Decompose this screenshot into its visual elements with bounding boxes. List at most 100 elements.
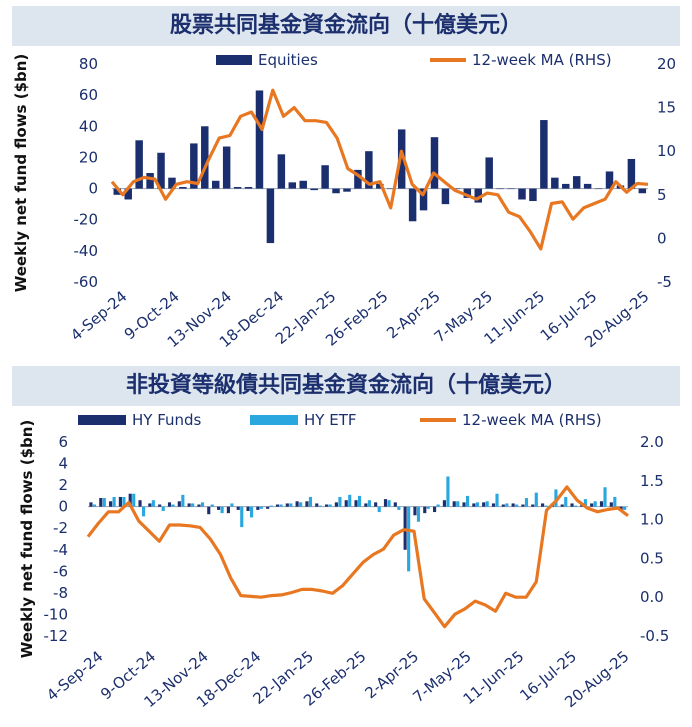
bar-equities-11 [233, 187, 242, 189]
bar-equities-37 [518, 188, 526, 200]
bar-equities-0 [113, 188, 122, 195]
bar-equities-29 [430, 137, 439, 189]
bar-equities-26 [397, 129, 406, 189]
bar-hy-etf-24 [328, 504, 332, 507]
bar-hy-funds-39 [472, 503, 476, 507]
bar-equities-33 [474, 188, 482, 203]
y-tick-label: -2 [53, 519, 68, 537]
bar-equities-22 [354, 169, 362, 189]
bar-hy-funds-49 [570, 503, 574, 507]
bar-hy-funds-18 [266, 506, 270, 509]
bar-hy-funds-12 [207, 506, 211, 515]
bar-equities-21 [343, 188, 351, 192]
y-tick-label: 4 [58, 455, 68, 473]
y-tick-label: -6 [53, 562, 68, 580]
bar-hy-etf-0 [92, 504, 97, 507]
equity-flows-chart: 80 60 40 20 0 -20 -40 -60 20 15 10 5 0 -5 Weekly net f… [12, 51, 676, 351]
y2-tick-label: 0 [657, 229, 667, 247]
bar-equities-23 [365, 151, 373, 189]
bar-hy-etf-51 [593, 501, 597, 507]
bar-hy-etf-4 [132, 493, 136, 507]
bar-equities-7 [190, 143, 198, 189]
bar-hy-etf-37 [456, 501, 460, 507]
bar-hy-funds-7 [158, 504, 162, 507]
bar-hy-funds-38 [462, 502, 466, 507]
y2-tick-label: 15 [657, 99, 676, 117]
bar-hy-funds-54 [619, 506, 623, 510]
bar-hy-etf-11 [200, 502, 205, 507]
y-tick-label: -10 [44, 605, 69, 623]
bar-equities-36 [507, 188, 515, 190]
x-tick-label: 4-Sep-24 [43, 647, 106, 704]
bar-equities-34 [485, 157, 493, 189]
bar-equities-1 [124, 188, 132, 200]
bar-hy-etf-36 [446, 476, 450, 507]
y2-tick-label: 1.5 [640, 472, 664, 490]
bar-equities-48 [638, 188, 647, 194]
y-tick-label: 20 [79, 148, 98, 166]
bar-equities-9 [211, 180, 220, 189]
bar-equities-3 [146, 173, 154, 189]
bar-equities-42 [572, 176, 581, 189]
y-tick-label: -12 [44, 627, 69, 645]
bar-hy-etf-54 [623, 506, 627, 510]
y-axis-label: Weekly net fund flows ($bn) [18, 420, 36, 659]
bar-hy-etf-25 [338, 496, 342, 507]
bar-equities-45 [605, 171, 614, 189]
bar-equities-14 [266, 188, 275, 244]
bar-equities-20 [332, 188, 340, 194]
bar-equities-16 [288, 182, 297, 189]
bar-hy-funds-0 [89, 502, 93, 507]
bar-equities-6 [179, 187, 187, 189]
bar-hy-etf-34 [426, 506, 430, 509]
bar-equities-38 [529, 188, 537, 202]
bar-hy-funds-22 [305, 501, 309, 507]
bar-hy-funds-14 [226, 506, 230, 514]
bar-hy-etf-2 [112, 496, 116, 507]
bar-hy-etf-33 [416, 506, 421, 522]
y-tick-label: -60 [74, 273, 99, 291]
bar-hy-etf-30 [387, 500, 391, 507]
bar-equities-12 [244, 187, 253, 189]
y-tick-label: 60 [79, 86, 98, 104]
bar-equities-44 [594, 188, 603, 190]
bar-equities-41 [562, 183, 570, 189]
y2-tick-label: 0.0 [640, 588, 664, 606]
bar-hy-funds-6 [148, 503, 152, 507]
ma-line-series [86, 485, 629, 629]
bar-hy-funds-17 [256, 506, 260, 510]
y-tick-label: -4 [53, 541, 68, 559]
bar-hy-etf-6 [151, 500, 155, 507]
bar-hy-funds-3 [118, 496, 122, 507]
bar-equities-10 [222, 146, 231, 189]
y-tick-label: 2 [58, 476, 68, 494]
bar-hy-funds-52 [599, 501, 604, 507]
y-axis-label: Weekly net fund flows ($bn) [12, 54, 30, 293]
bar-hy-funds-29 [374, 502, 378, 507]
bar-hy-funds-40 [482, 502, 486, 507]
bar-equities-5 [168, 177, 176, 189]
bar-hy-funds-42 [501, 504, 505, 507]
legend-label: HY ETF [304, 411, 356, 429]
bar-hy-funds-20 [285, 503, 289, 507]
bar-hy-etf-41 [495, 493, 499, 507]
bar-hy-etf-20 [289, 503, 293, 507]
bar-hy-etf-49 [574, 505, 578, 507]
bar-hy-funds-25 [334, 502, 338, 507]
chart1-title: 股票共同基金資金流向（十億美元） [12, 6, 680, 46]
bar-hy-funds-30 [383, 499, 388, 507]
bar-hy-funds-46 [541, 503, 545, 507]
bar-hy-etf-47 [554, 489, 558, 507]
y2-tick-label: 2.0 [640, 433, 664, 451]
bar-hy-etf-14 [230, 503, 234, 507]
bar-hy-etf-1 [102, 498, 106, 507]
bar-hy-etf-9 [181, 494, 185, 507]
bar-equities-40 [551, 177, 559, 189]
bar-equities-25 [387, 188, 395, 190]
bar-hy-etf-42 [505, 503, 509, 507]
bar-hy-funds-23 [315, 503, 319, 507]
ma-line-series [110, 88, 649, 251]
bar-hy-funds-9 [177, 501, 181, 507]
y-tick-label: -40 [74, 242, 99, 260]
bar-hy-etf-44 [524, 498, 529, 507]
